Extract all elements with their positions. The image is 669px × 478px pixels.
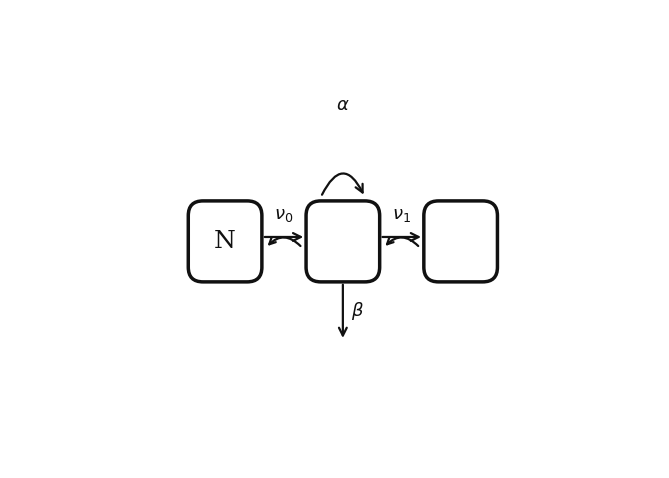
- Text: N: N: [214, 230, 236, 253]
- FancyBboxPatch shape: [424, 201, 498, 282]
- Text: $\alpha$: $\alpha$: [336, 96, 350, 114]
- FancyBboxPatch shape: [188, 201, 262, 282]
- Text: $\beta$: $\beta$: [351, 300, 364, 322]
- Text: $\nu_0$: $\nu_0$: [274, 206, 294, 224]
- Text: $\nu_1$: $\nu_1$: [392, 206, 411, 224]
- FancyBboxPatch shape: [306, 201, 380, 282]
